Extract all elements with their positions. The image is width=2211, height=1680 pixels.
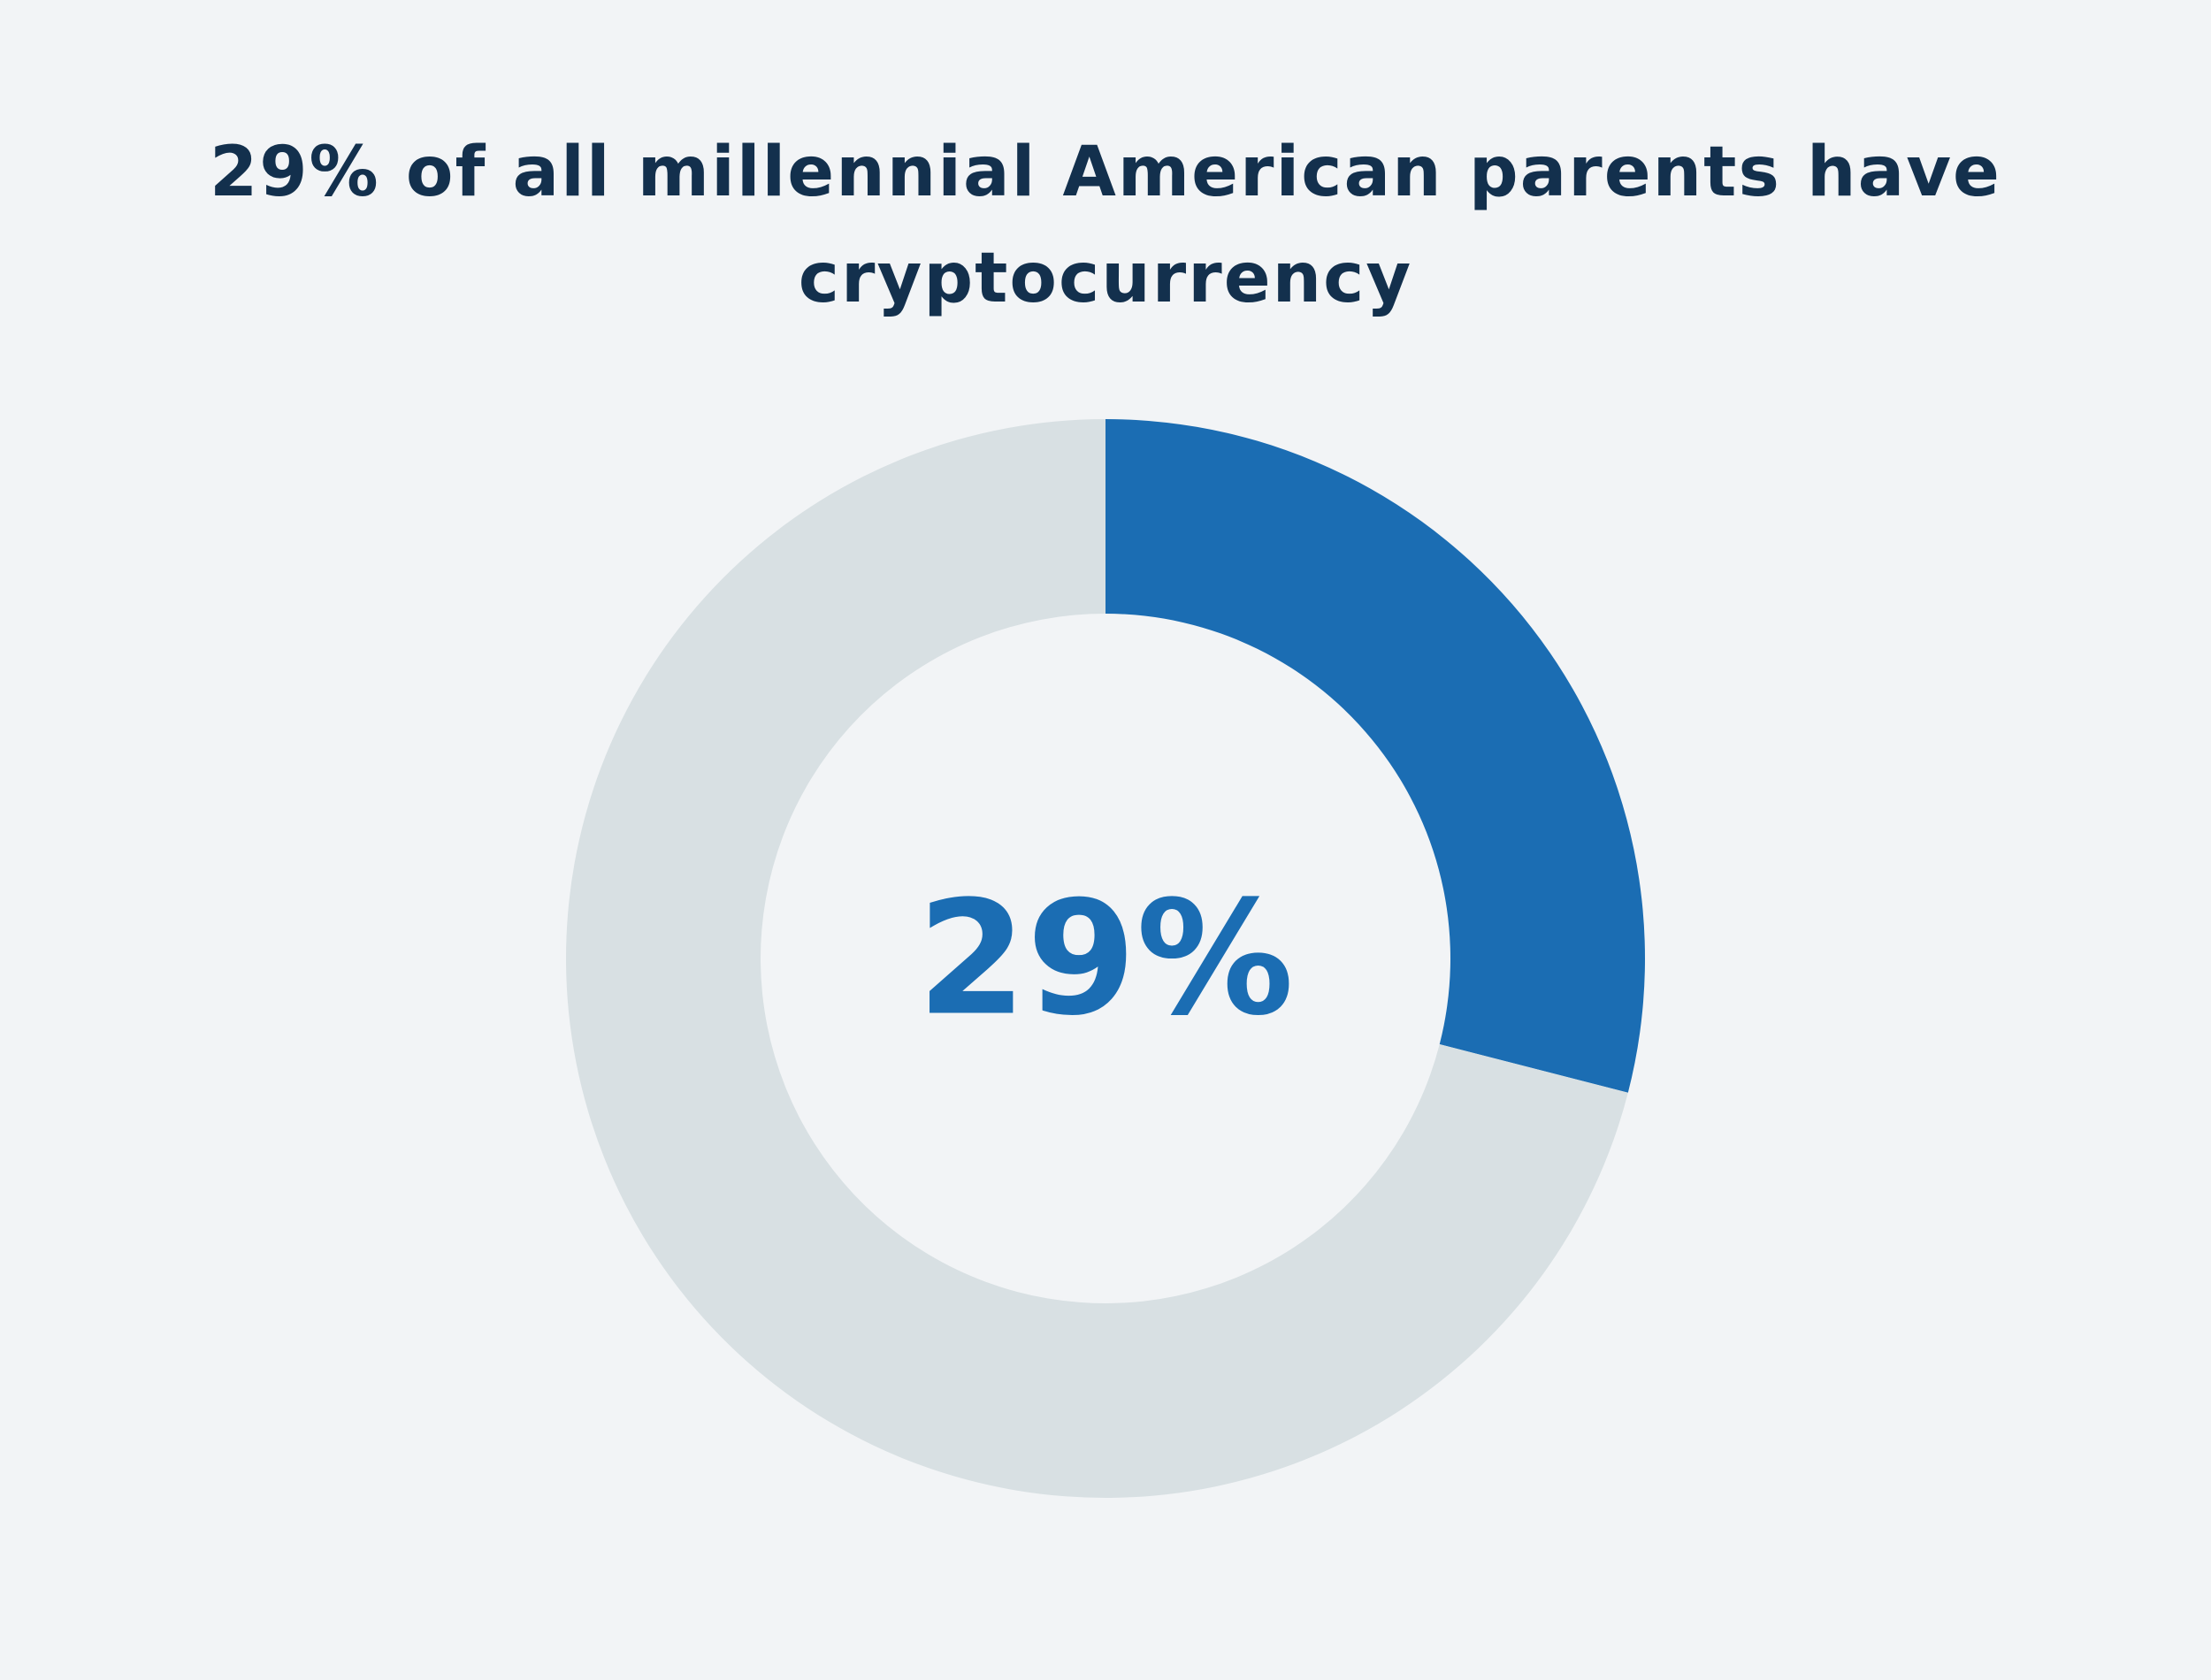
center-label: 29% — [917, 867, 1294, 1050]
donut-segment — [1106, 419, 1645, 1093]
chart-title: 29% of all millennial American parents h… — [210, 133, 2001, 318]
donut-segment — [565, 419, 1628, 1499]
